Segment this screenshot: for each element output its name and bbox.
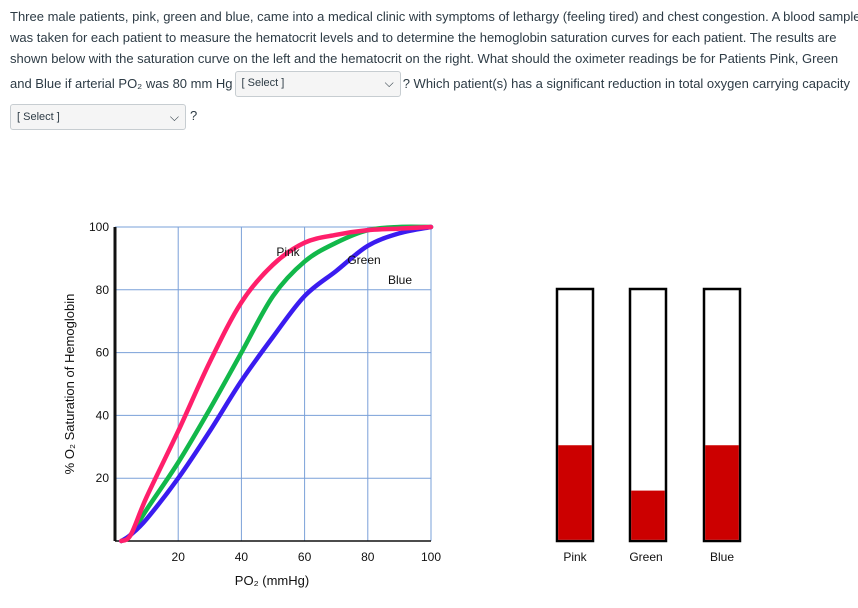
question-line: shown below with the saturation curve on… [10, 51, 839, 66]
pink-curve-label: Pink [276, 245, 300, 259]
green-hematocrit-fill [631, 490, 665, 540]
question-text-segment: ? Which patient(s) has a significant red… [402, 76, 850, 91]
series-lines [119, 224, 434, 544]
question-text-segment: and Blue if arterial PO₂ was 80 mm Hg [10, 76, 233, 91]
series-labels: Pink Green Blue [276, 245, 412, 287]
x-tick-label: 60 [298, 550, 312, 564]
blue-hematocrit-fill [705, 445, 739, 540]
oximeter-readings-select[interactable]: [ Select ] ⌵ [234, 70, 401, 97]
y-tick-label: 20 [96, 471, 110, 485]
pink-curve [119, 224, 434, 544]
chart-grid [115, 226, 432, 541]
y-tick-label: 40 [96, 408, 110, 422]
green-tube-label: Green [629, 550, 662, 564]
green-curve [119, 224, 434, 544]
select-value: [ Select ] [17, 111, 60, 123]
chevron-down-icon: ⌵ [169, 109, 179, 124]
pink-tube-label: Pink [563, 550, 587, 564]
x-tick-label: 40 [235, 550, 249, 564]
y-tick-label: 60 [96, 346, 110, 360]
hematocrit-chart: Pink Green Blue [555, 287, 742, 564]
question-line: Three male patients, pink, green and blu… [10, 9, 858, 24]
x-tick-label: 20 [172, 550, 186, 564]
x-tick-label: 100 [421, 550, 441, 564]
question-mark-text: ? [190, 108, 198, 123]
hematocrit-tube [628, 287, 668, 543]
x-tick-label: 80 [361, 550, 375, 564]
saturation-curve-chart: 20 40 60 80 100 20 40 60 80 100 Pink Green Blue PO₂… [62, 220, 441, 588]
oxygen-capacity-select[interactable]: [ Select ] ⌵ [10, 104, 186, 130]
x-axis-label: PO₂ (mmHg) [235, 573, 309, 588]
y-axis-label: % O₂ Saturation of Hemoglobin [62, 294, 77, 475]
hematocrit-tube [555, 287, 595, 543]
select-value: [ Select ] [241, 77, 285, 89]
hematocrit-tube [702, 287, 742, 543]
y-tick-label: 100 [89, 220, 109, 234]
blue-curve-label: Blue [388, 273, 412, 287]
y-tick-label: 80 [96, 283, 110, 297]
green-curve-label: Green [347, 253, 380, 267]
question-line: and Blue if arterial PO₂ was 80 mm Hg [ … [10, 70, 850, 97]
chart-axes [113, 227, 431, 542]
question-line: was taken for each patient to measure th… [10, 30, 837, 45]
blue-curve [119, 224, 434, 544]
pink-hematocrit-fill [558, 445, 592, 540]
chevron-down-icon: ⌵ [384, 76, 394, 90]
tick-labels: 20 40 60 80 100 20 40 60 80 100 [89, 220, 441, 564]
question-text: Three male patients, pink, green and blu… [10, 6, 858, 97]
blue-tube-label: Blue [710, 550, 734, 564]
